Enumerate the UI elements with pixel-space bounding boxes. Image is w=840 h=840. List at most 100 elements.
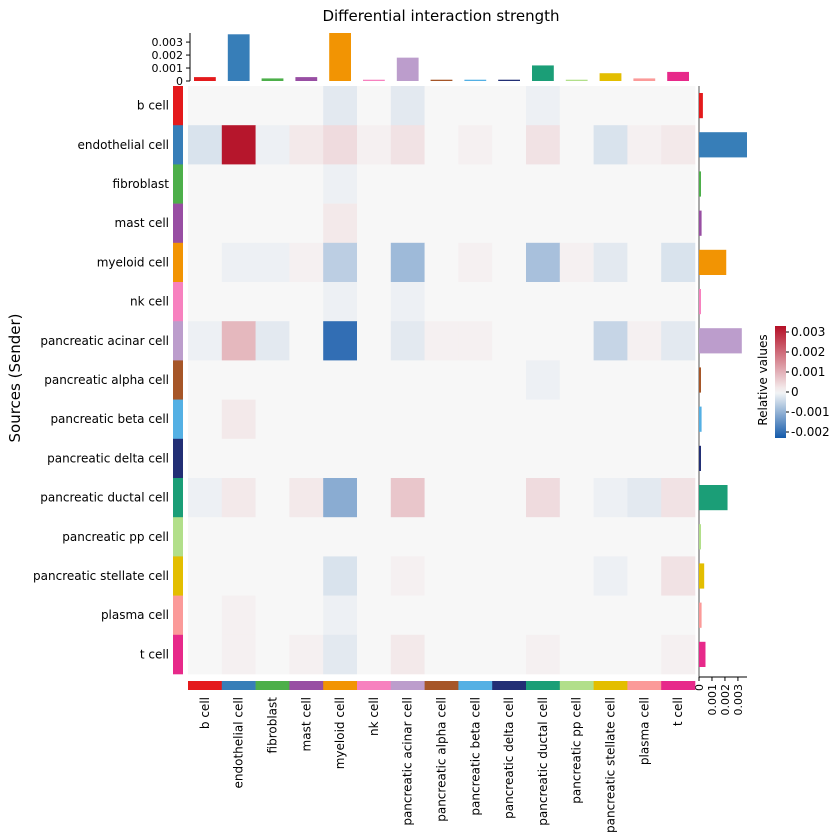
row-annotation-cell xyxy=(173,438,183,479)
legend-tick-label: 0.001 xyxy=(791,365,825,379)
heatmap-cell xyxy=(661,517,696,557)
heatmap-cell xyxy=(627,556,662,596)
top-bar-tick-label: 0 xyxy=(176,75,183,88)
heatmap-cell xyxy=(255,399,290,440)
heatmap-cell xyxy=(559,321,594,361)
row-annotation-cell xyxy=(173,282,183,322)
heatmap-cell xyxy=(390,556,425,596)
heatmap-cell xyxy=(289,125,324,165)
heatmap-cell xyxy=(188,399,223,440)
top-bar-tick-label: 0.003 xyxy=(152,36,184,49)
row-annotation-cell xyxy=(173,517,183,557)
heatmap-cell xyxy=(593,321,628,361)
right-bar xyxy=(699,171,701,197)
row-annotation-cell xyxy=(173,125,183,165)
heatmap-cell xyxy=(593,164,628,204)
column-label: t cell xyxy=(671,697,685,726)
row-label: plasma cell xyxy=(101,608,169,622)
heatmap-cell xyxy=(424,164,459,204)
column-labels: b cell endothelial cell fibroblast mast cel… xyxy=(198,697,685,833)
heatmap-cell xyxy=(323,203,358,244)
heatmap-cell xyxy=(559,478,594,518)
right-bar xyxy=(699,367,701,393)
heatmap-cell xyxy=(357,164,392,204)
row-annotation-cell xyxy=(173,399,183,440)
column-label: myeloid cell xyxy=(333,697,347,769)
right-bar-tick-label: 0 xyxy=(693,684,706,691)
heatmap-cell xyxy=(255,125,290,165)
heatmap-cell xyxy=(458,86,493,126)
heatmap-cell xyxy=(357,242,392,283)
heatmap-cell xyxy=(559,399,594,440)
heatmap-cell xyxy=(390,86,425,126)
heatmap-cell xyxy=(255,164,290,204)
heatmap-cell xyxy=(526,282,561,322)
heatmap-cell xyxy=(289,634,324,675)
column-label: pancreatic delta cell xyxy=(502,697,516,819)
heatmap-cell xyxy=(559,438,594,479)
heatmap-cell xyxy=(323,438,358,479)
heatmap-cell xyxy=(627,478,662,518)
heatmap-cell xyxy=(390,399,425,440)
heatmap-cell xyxy=(627,399,662,440)
heatmap-cell xyxy=(424,242,459,283)
right-bar xyxy=(699,406,702,432)
heatmap-cell xyxy=(255,634,290,675)
heatmap-cell xyxy=(458,478,493,518)
heatmap-cell xyxy=(390,282,425,322)
heatmap-cell xyxy=(593,242,628,283)
heatmap-cell xyxy=(661,478,696,518)
column-label: pancreatic ductal cell xyxy=(536,697,550,826)
heatmap-cell xyxy=(289,517,324,557)
heatmap-cell xyxy=(255,478,290,518)
heatmap-cell xyxy=(559,360,594,400)
column-annotation-cell xyxy=(188,681,223,690)
heatmap-cell xyxy=(188,595,223,636)
row-label: nk cell xyxy=(130,295,169,309)
row-annotation-cell xyxy=(173,242,183,283)
heatmap-cell xyxy=(357,595,392,636)
heatmap-cell xyxy=(627,86,662,126)
heatmap-cell xyxy=(627,360,662,400)
top-bar xyxy=(329,33,351,81)
heatmap-cell xyxy=(593,595,628,636)
heatmap-cell xyxy=(390,321,425,361)
heatmap-cell xyxy=(357,634,392,675)
heatmap-cell xyxy=(289,203,324,244)
heatmap-cell xyxy=(526,203,561,244)
heatmap-cell xyxy=(661,399,696,440)
row-label: pancreatic delta cell xyxy=(47,451,169,465)
heatmap-cell xyxy=(593,438,628,479)
row-annotation-cell xyxy=(173,86,183,126)
heatmap-cell xyxy=(188,321,223,361)
column-label: pancreatic stellate cell xyxy=(604,697,618,833)
top-bar xyxy=(194,77,216,81)
heatmap-cell xyxy=(424,86,459,126)
column-annotation-cell xyxy=(289,681,324,690)
heatmap-cell xyxy=(188,360,223,400)
heatmap-cell xyxy=(221,203,256,244)
top-bar xyxy=(295,77,318,81)
heatmap-cell xyxy=(390,164,425,204)
heatmap-cell xyxy=(255,86,290,126)
right-bar xyxy=(699,93,703,119)
heatmap-cell xyxy=(458,517,493,557)
heatmap-cell xyxy=(255,556,290,596)
heatmap-cell xyxy=(357,125,392,165)
heatmap-cell xyxy=(593,556,628,596)
row-label: pancreatic alpha cell xyxy=(44,373,169,387)
row-annotation-cell xyxy=(173,478,183,518)
column-label: plasma cell xyxy=(637,697,651,765)
heatmap-cell xyxy=(188,478,223,518)
heatmap-cell xyxy=(458,556,493,596)
heatmap-cell xyxy=(661,164,696,204)
heatmap-cell xyxy=(559,282,594,322)
heatmap-cell xyxy=(188,164,223,204)
heatmap-cell xyxy=(323,86,358,126)
heatmap-cell xyxy=(188,203,223,244)
legend-tick-label: -0.002 xyxy=(791,425,830,439)
row-annotation-cell xyxy=(173,360,183,400)
heatmap-cell xyxy=(255,203,290,244)
heatmap-cell xyxy=(661,438,696,479)
heatmap-cell xyxy=(357,321,392,361)
